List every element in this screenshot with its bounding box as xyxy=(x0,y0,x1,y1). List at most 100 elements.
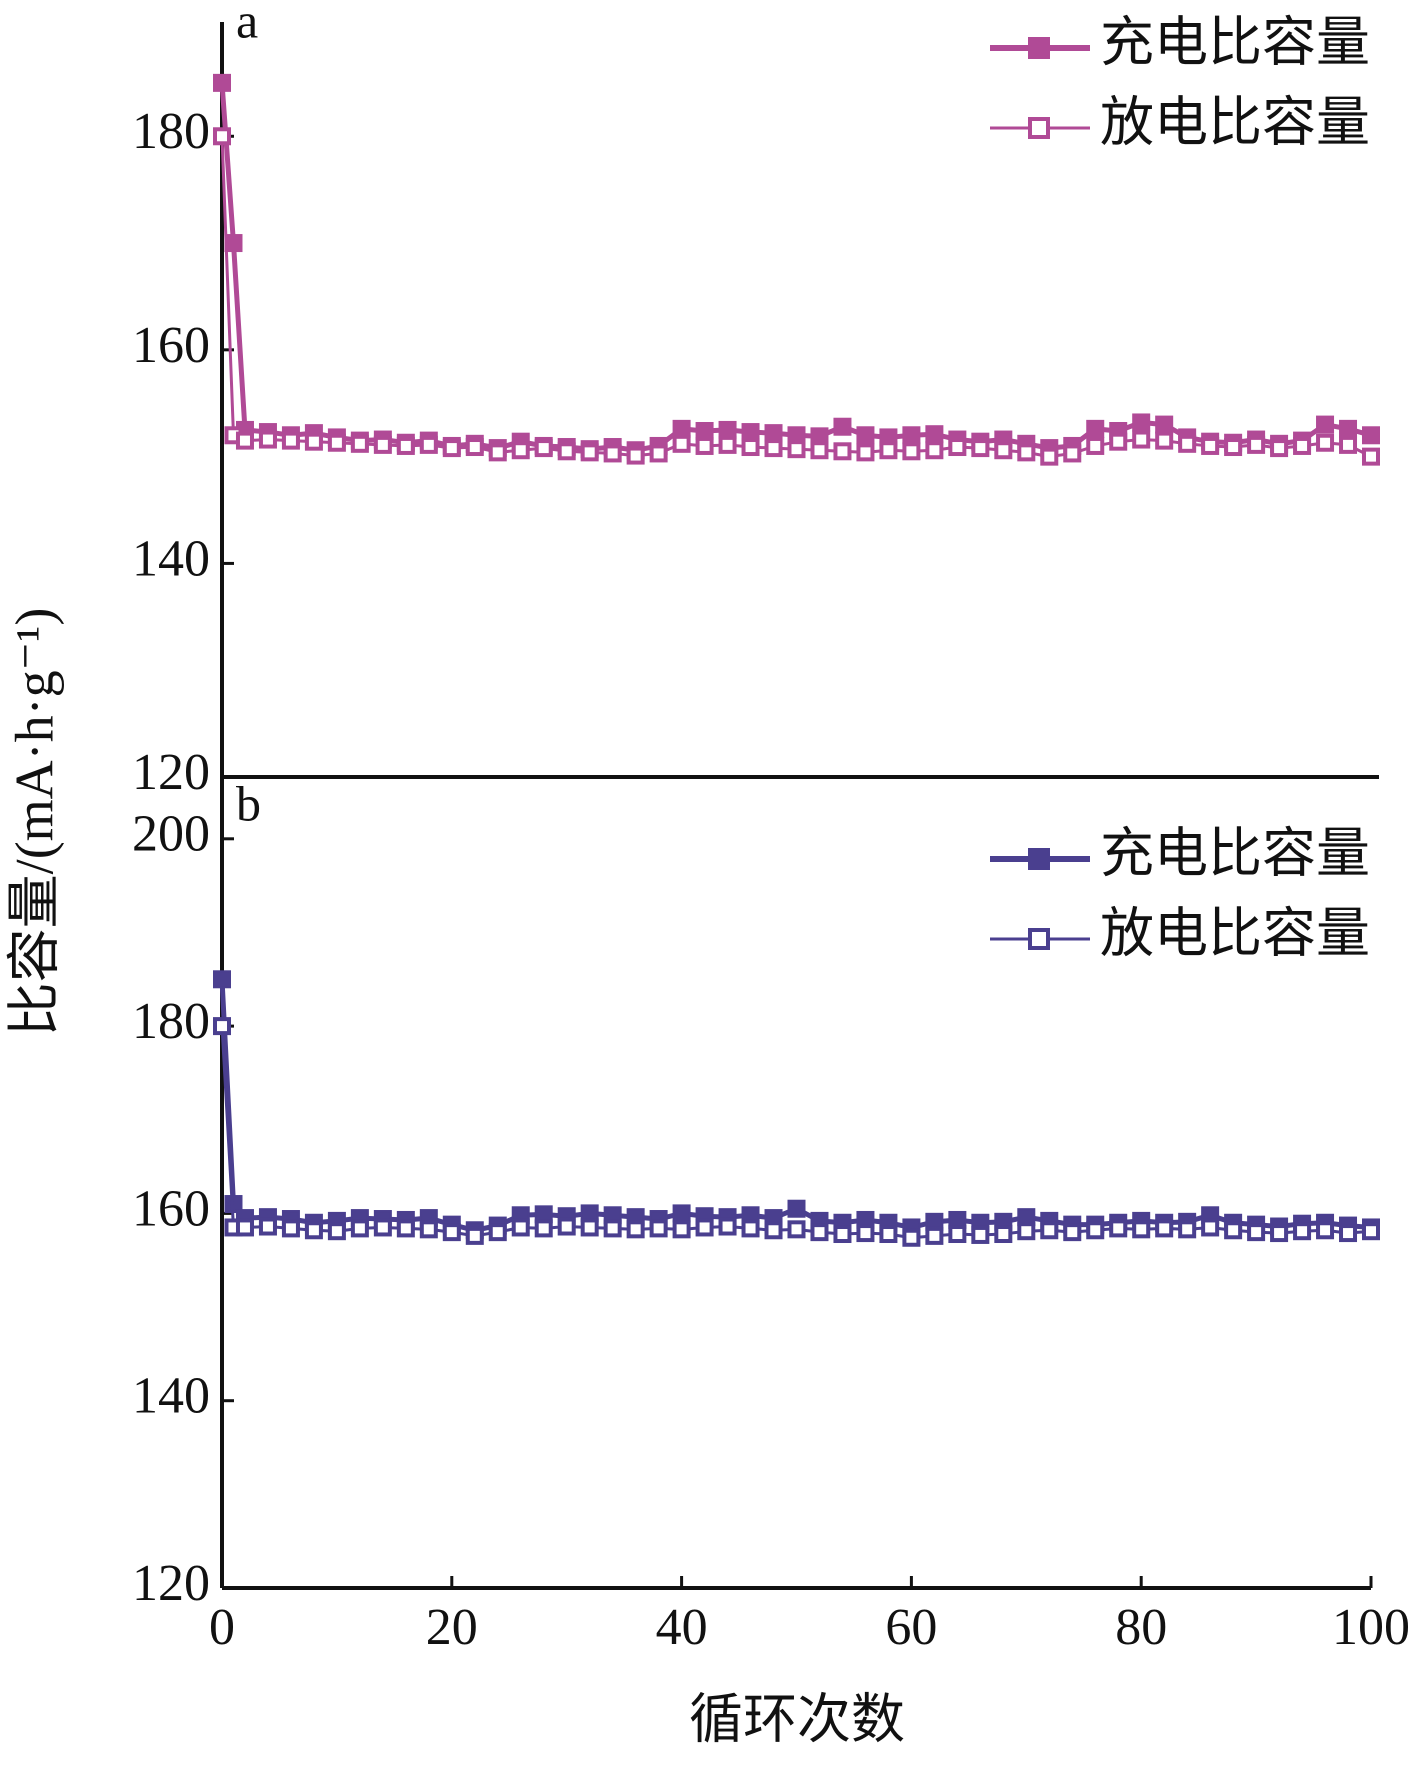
marker xyxy=(1155,415,1174,434)
legend-label: 放电比容量 xyxy=(1100,903,1370,963)
marker xyxy=(1063,444,1082,463)
marker xyxy=(511,441,530,460)
marker xyxy=(213,127,231,146)
marker xyxy=(396,436,415,455)
marker xyxy=(488,443,507,462)
marker xyxy=(902,442,921,461)
marker xyxy=(672,434,691,453)
marker xyxy=(741,423,760,442)
marker xyxy=(1339,419,1358,438)
marker xyxy=(281,1219,300,1238)
marker xyxy=(1086,1221,1105,1240)
marker xyxy=(787,1220,806,1239)
marker xyxy=(557,1217,576,1236)
marker xyxy=(925,1226,944,1245)
marker xyxy=(787,440,806,459)
x-tick-label: 80 xyxy=(1115,1599,1167,1656)
marker xyxy=(373,1218,392,1237)
marker xyxy=(224,234,243,253)
marker xyxy=(1316,415,1335,434)
marker xyxy=(1224,1221,1243,1240)
marker xyxy=(672,1204,691,1223)
marker xyxy=(1293,436,1312,455)
marker xyxy=(856,1224,875,1243)
marker xyxy=(1040,1221,1059,1240)
marker xyxy=(1316,1221,1335,1240)
x-tick-label: 60 xyxy=(885,1599,937,1656)
marker xyxy=(1109,432,1128,451)
marker xyxy=(994,1225,1013,1244)
marker xyxy=(626,446,645,465)
legend-label: 放电比容量 xyxy=(1100,92,1370,152)
marker xyxy=(695,1218,714,1237)
marker xyxy=(695,436,714,455)
marker xyxy=(1086,436,1105,455)
marker xyxy=(235,1218,254,1237)
legend-label: 充电比容量 xyxy=(1100,823,1370,883)
y-tick-label: 140 xyxy=(132,1368,210,1425)
marker xyxy=(465,1226,484,1245)
marker xyxy=(213,1017,231,1036)
series-line xyxy=(219,979,1372,1233)
marker xyxy=(258,1217,277,1236)
marker xyxy=(304,432,323,451)
marker xyxy=(925,425,944,444)
y-axis-title: 比容量/(mA·h·g⁻¹) xyxy=(4,608,64,1037)
marker xyxy=(1109,1219,1128,1238)
marker xyxy=(856,426,875,445)
marker xyxy=(213,970,231,989)
marker xyxy=(327,433,346,452)
marker xyxy=(488,1223,507,1242)
marker xyxy=(833,417,852,436)
marker xyxy=(1362,426,1380,445)
marker xyxy=(1201,1218,1220,1237)
marker xyxy=(718,420,737,439)
marker xyxy=(1017,1222,1036,1241)
marker xyxy=(1362,447,1380,466)
y-tick-label: 180 xyxy=(132,993,210,1050)
marker xyxy=(764,424,783,443)
marker xyxy=(994,441,1013,460)
marker xyxy=(580,443,599,462)
marker xyxy=(442,1223,461,1242)
marker xyxy=(1086,419,1105,438)
marker xyxy=(741,1219,760,1238)
marker xyxy=(442,439,461,458)
marker xyxy=(603,444,622,463)
marker xyxy=(1178,434,1197,453)
marker xyxy=(1178,1220,1197,1239)
marker xyxy=(373,435,392,454)
marker xyxy=(764,439,783,458)
marker xyxy=(764,1221,783,1240)
marker xyxy=(580,1218,599,1237)
y-tick-label: 120 xyxy=(132,744,210,801)
legend-marker xyxy=(1028,117,1050,139)
legend-label: 充电比容量 xyxy=(1100,12,1370,72)
marker xyxy=(856,443,875,462)
y-tick-label: 180 xyxy=(132,103,210,160)
marker xyxy=(350,1219,369,1238)
marker xyxy=(1339,435,1358,454)
marker xyxy=(810,441,829,460)
marker xyxy=(672,419,691,438)
marker xyxy=(534,439,553,458)
y-tick-label: 120 xyxy=(132,1555,210,1612)
marker xyxy=(971,1225,990,1244)
series-line xyxy=(219,82,1372,453)
marker xyxy=(1270,1224,1289,1243)
marker xyxy=(948,438,967,457)
marker xyxy=(1270,439,1289,458)
marker xyxy=(1132,430,1151,449)
marker xyxy=(1017,443,1036,462)
marker xyxy=(1132,1220,1151,1239)
marker xyxy=(1224,438,1243,457)
y-tick-label: 140 xyxy=(132,530,210,587)
panel-label: b xyxy=(236,775,261,831)
marker xyxy=(626,1220,645,1239)
x-axis-title: 循环次数 xyxy=(689,1689,905,1749)
series-line xyxy=(220,136,1372,459)
legend-marker xyxy=(1028,37,1050,59)
x-tick-label: 100 xyxy=(1332,1599,1410,1656)
marker xyxy=(258,430,277,449)
marker xyxy=(925,441,944,460)
